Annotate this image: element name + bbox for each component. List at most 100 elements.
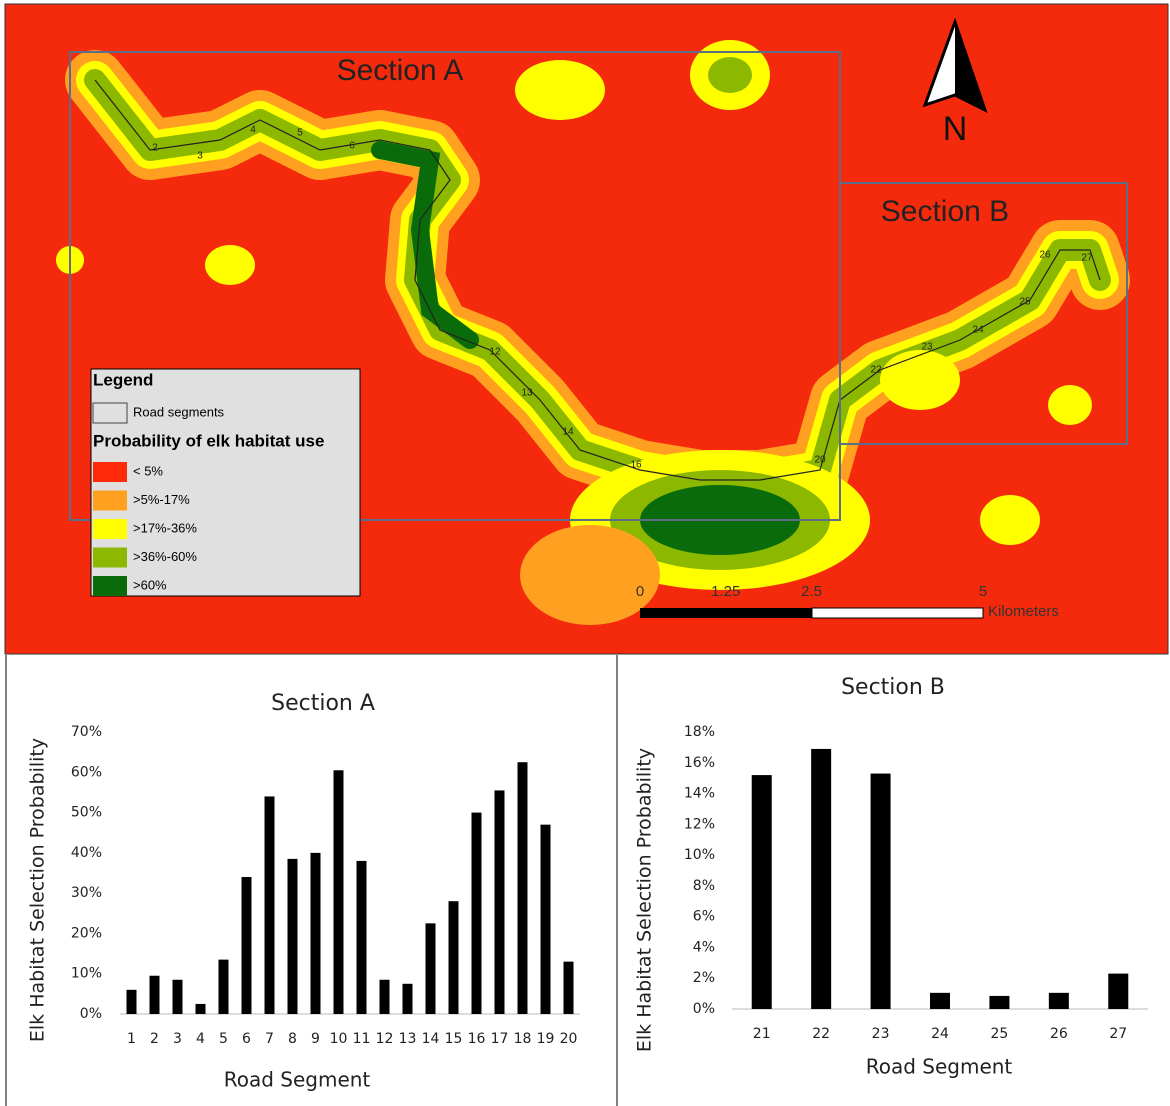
- x-tick-label: 14: [422, 1031, 440, 1047]
- segment-label: 2: [152, 143, 158, 154]
- y-tick-label: 30%: [71, 885, 102, 901]
- y-tick-label: 6%: [693, 909, 715, 925]
- bar: [403, 984, 413, 1014]
- y-tick-label: 2%: [693, 970, 715, 986]
- bar: [173, 980, 183, 1014]
- bar: [930, 993, 950, 1009]
- bar: [265, 796, 275, 1014]
- y-axis-label: Elk Habitat Selection Probability: [634, 748, 656, 1052]
- road-swatch: [93, 403, 127, 423]
- scale-black: [640, 608, 812, 618]
- bar: [196, 1004, 206, 1014]
- x-tick-label: 26: [1050, 1026, 1068, 1042]
- y-tick-label: 40%: [71, 845, 102, 861]
- legend-class-label: >17%-36%: [133, 520, 197, 535]
- legend-class-label: >60%: [133, 577, 167, 592]
- segment-label: 5: [297, 128, 303, 139]
- x-tick-label: 22: [812, 1026, 830, 1042]
- north-label: N: [943, 110, 968, 148]
- segment-label: 26: [1039, 250, 1051, 261]
- segment-label: 6: [349, 141, 355, 152]
- bar: [150, 976, 160, 1014]
- x-tick-label: 3: [173, 1031, 182, 1047]
- x-tick-label: 23: [872, 1026, 890, 1042]
- segment-label: 23: [921, 342, 933, 353]
- legend-swatch: [93, 491, 127, 511]
- bar: [811, 749, 831, 1009]
- segment-label: 24: [972, 325, 984, 336]
- segment-label: 27: [1081, 253, 1093, 264]
- x-tick-label: 10: [330, 1031, 348, 1047]
- page: 234561213141620222324252627 Section A Se…: [0, 0, 1170, 1106]
- y-tick-label: 50%: [71, 805, 102, 821]
- x-tick-label: 5: [219, 1031, 228, 1047]
- bar: [989, 996, 1009, 1009]
- bar: [127, 990, 137, 1014]
- legend-swatch: [93, 548, 127, 568]
- x-tick-label: 20: [560, 1031, 578, 1047]
- scale-tick-label: 5: [979, 583, 987, 600]
- y-axis-label: Elk Habitat Selection Probability: [27, 738, 49, 1042]
- segment-label: 3: [197, 151, 203, 162]
- legend-swatch: [93, 519, 127, 539]
- y-tick-label: 0%: [693, 1001, 715, 1017]
- bar: [449, 901, 459, 1014]
- scale-tick-label: 1.25: [711, 583, 740, 600]
- segment-label: 16: [630, 460, 642, 471]
- y-tick-label: 10%: [684, 847, 715, 863]
- x-tick-label: 4: [196, 1031, 205, 1047]
- habitat-patch: [1048, 385, 1092, 425]
- habitat-patch: [515, 60, 605, 120]
- bar: [242, 877, 252, 1014]
- bar: [752, 775, 772, 1009]
- chart-title: Section A: [271, 691, 375, 716]
- x-tick-label: 19: [537, 1031, 555, 1047]
- x-tick-label: 2: [150, 1031, 159, 1047]
- segment-label: 14: [562, 427, 574, 438]
- x-tick-label: 6: [242, 1031, 251, 1047]
- y-tick-label: 4%: [693, 939, 715, 955]
- x-axis-label: Road Segment: [866, 1055, 1013, 1079]
- legend-swatch: [93, 462, 127, 482]
- x-tick-label: 25: [991, 1026, 1009, 1042]
- habitat-patch: [205, 245, 255, 285]
- y-tick-label: 70%: [71, 724, 102, 740]
- bar: [288, 859, 298, 1014]
- segment-label: 22: [870, 365, 882, 376]
- x-tick-label: 15: [445, 1031, 463, 1047]
- scale-tick-label: 0: [636, 583, 644, 600]
- y-tick-label: 20%: [71, 925, 102, 941]
- habitat-patch: [520, 525, 660, 625]
- bar: [357, 861, 367, 1014]
- bar: [426, 923, 436, 1014]
- section-b-label: Section B: [881, 195, 1009, 228]
- y-tick-label: 10%: [71, 966, 102, 982]
- x-tick-label: 11: [353, 1031, 371, 1047]
- y-tick-label: 60%: [71, 764, 102, 780]
- habitat-patch: [880, 350, 960, 410]
- segment-label: 25: [1019, 297, 1031, 308]
- bar: [518, 762, 528, 1014]
- x-tick-label: 27: [1109, 1026, 1127, 1042]
- legend-class-label: < 5%: [133, 463, 163, 478]
- x-tick-label: 9: [311, 1031, 320, 1047]
- scale-unit: Kilometers: [988, 603, 1059, 620]
- bar: [380, 980, 390, 1014]
- x-tick-label: 8: [288, 1031, 297, 1047]
- y-tick-label: 18%: [684, 724, 715, 740]
- bar: [334, 770, 344, 1014]
- legend-subtitle: Probability of elk habitat use: [93, 431, 324, 450]
- x-tick-label: 18: [514, 1031, 532, 1047]
- y-tick-label: 12%: [684, 816, 715, 832]
- y-tick-label: 16%: [684, 755, 715, 771]
- x-tick-label: 7: [265, 1031, 274, 1047]
- bar: [472, 813, 482, 1014]
- x-tick-label: 13: [399, 1031, 417, 1047]
- scale-tick-label: 2.5: [801, 583, 822, 600]
- bar: [564, 962, 574, 1014]
- y-tick-label: 8%: [693, 878, 715, 894]
- legend-road: Road segments: [133, 404, 225, 419]
- segment-label: 12: [489, 347, 501, 358]
